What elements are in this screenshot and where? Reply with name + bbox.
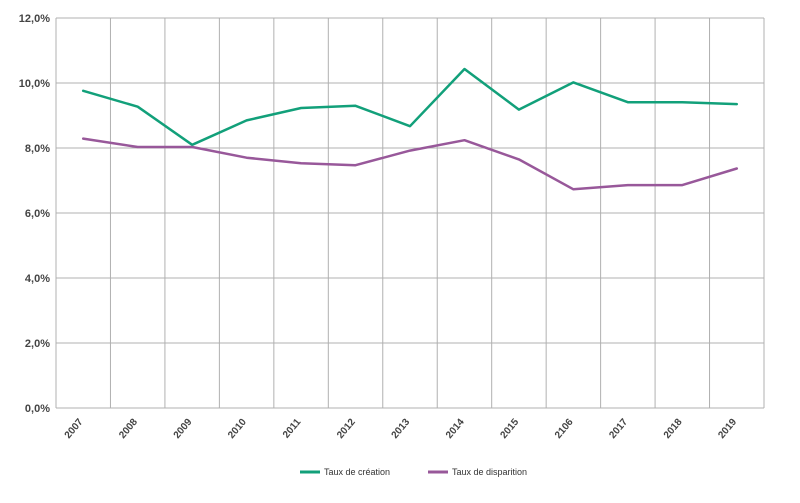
legend: Taux de création Taux de disparition [300, 467, 527, 477]
x-tick-label: 2018 [662, 417, 685, 441]
x-tick-label: 2019 [716, 417, 739, 441]
x-tick-label: 2012 [335, 417, 358, 441]
x-tick-label: 2008 [117, 417, 140, 441]
x-tick-label: 2011 [281, 417, 304, 441]
y-tick-label: 12,0% [19, 13, 50, 25]
x-tick-label: 2017 [607, 417, 630, 441]
series-line-2 [81, 137, 739, 191]
y-tick-label: 2,0% [25, 338, 50, 350]
y-tick-label: 10,0% [19, 78, 50, 90]
series-line-1 [81, 67, 739, 147]
x-tick-label: 2106 [553, 417, 576, 441]
y-tick-label: 0,0% [25, 403, 50, 415]
x-tick-label: 2010 [226, 417, 249, 441]
x-tick-label: 2015 [498, 417, 521, 441]
y-tick-label: 4,0% [25, 273, 50, 285]
x-tick-label: 2007 [63, 417, 86, 441]
x-tick-label: 2009 [172, 417, 195, 441]
y-tick-label: 8,0% [25, 143, 50, 155]
x-tick-label: 2014 [444, 417, 467, 441]
x-tick-label: 2013 [390, 417, 413, 441]
legend-label-1: Taux de création [324, 467, 390, 477]
legend-label-2: Taux de disparition [452, 467, 527, 477]
y-tick-label: 6,0% [25, 208, 50, 220]
series [81, 67, 739, 191]
grid [55, 17, 765, 409]
axes: 0,0% 2,0% 4,0% 6,0% 8,0% 10,0% 12,0% 2007 2008 20… [19, 13, 740, 441]
